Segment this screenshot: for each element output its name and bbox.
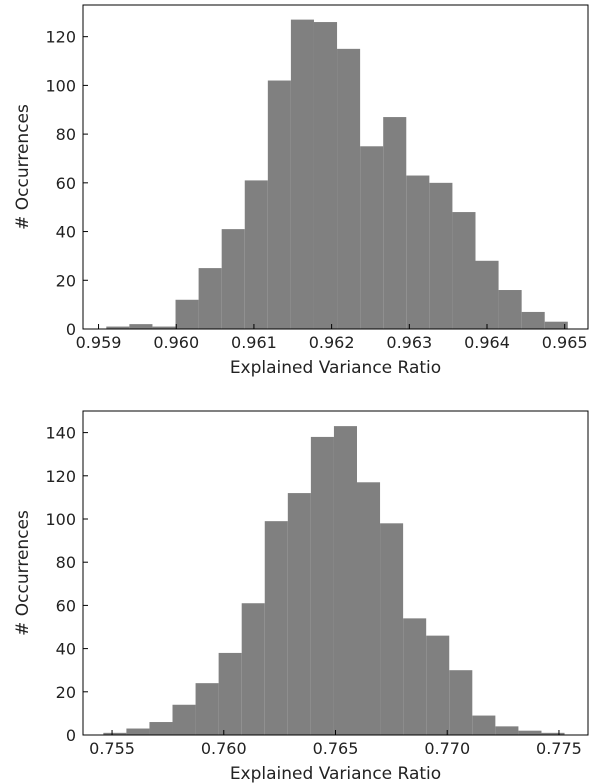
histogram-bar [541,732,565,735]
histogram-bar [241,603,265,735]
histogram-bar [221,229,245,329]
histogram-bar [452,212,476,329]
x-tick-label: 0.755 [89,739,135,758]
histogram-bar [175,299,199,329]
x-tick-label: 0.765 [313,739,359,758]
x-tick-label: 0.963 [386,333,432,352]
histogram-bar [475,260,499,329]
histogram-bar [149,722,173,735]
y-tick-label: 100 [45,510,76,529]
x-axis-label: Explained Variance Ratio [230,358,441,378]
histogram-panel-1: 0.959 0.960 0.961 0.962 0.963 0.964 0.965 0 20 40… [13,4,589,378]
histogram-bar [287,493,311,735]
histogram-bar [103,732,127,735]
x-tick-label: 0.775 [536,739,582,758]
histogram-bar [449,670,473,735]
x-axis-label: Explained Variance Ratio [230,764,441,784]
histogram-bar [198,268,222,329]
histogram-bar [126,728,150,735]
x-tick-label: 0.760 [201,739,247,758]
histogram-bar [313,22,338,330]
y-tick-label: 80 [56,125,76,144]
y-tick-label: 20 [56,271,76,290]
histogram-bar [310,436,334,735]
histogram-panel-2: 0.755 0.760 0.765 0.770 0.775 0 20 40 60 80 100 120… [13,410,589,784]
y-tick-label: 0 [66,726,76,745]
y-tick-label: 120 [45,28,76,47]
histogram-bar [521,311,545,329]
histogram-bar [267,80,291,330]
histogram-bar [357,482,381,735]
histogram-bar [360,146,384,329]
plot-frame [82,4,589,330]
y-axis-label: # Occurrences [13,510,33,636]
y-tick-label: 100 [45,76,76,95]
x-tick-label: 0.965 [542,333,588,352]
histogram-bar [544,321,568,329]
histogram-bar [218,652,242,735]
x-tick-label: 0.964 [464,333,510,352]
x-tick-label: 0.770 [424,739,470,758]
x-tick-label: 0.959 [76,333,122,352]
histogram-bar [172,704,196,735]
histogram-bar [498,290,522,329]
x-tick-label: 0.960 [153,333,199,352]
y-tick-label: 20 [56,683,76,702]
histogram-bar [472,715,496,735]
y-tick-label: 60 [56,596,76,615]
histogram-bar [337,48,361,329]
histogram-bar [333,426,357,735]
y-tick-label: 0 [66,320,76,339]
y-axis-label: # Occurrences [13,104,33,230]
histogram-bar [129,324,153,329]
histogram-bar [244,180,268,329]
histogram-bar [195,683,219,735]
histogram-bar [426,635,450,735]
histogram-bar [495,726,519,735]
histogram-bar [429,182,453,329]
histogram-bar [264,521,288,735]
histogram-bar [406,175,430,329]
histogram-bar [380,523,404,735]
y-tick-label: 120 [45,467,76,486]
y-tick-label: 140 [45,424,76,443]
y-tick-label: 80 [56,553,76,572]
y-tick-label: 60 [56,174,76,193]
y-tick-label: 40 [56,223,76,242]
y-tick-label: 40 [56,640,76,659]
histogram-bar [518,730,542,735]
x-tick-label: 0.961 [231,333,277,352]
histogram-bar [106,326,130,329]
histogram-bar [403,618,427,735]
histogram-bar [290,19,314,330]
x-tick-label: 0.962 [309,333,355,352]
histogram-bar [152,326,176,329]
histogram-bar [383,117,407,329]
